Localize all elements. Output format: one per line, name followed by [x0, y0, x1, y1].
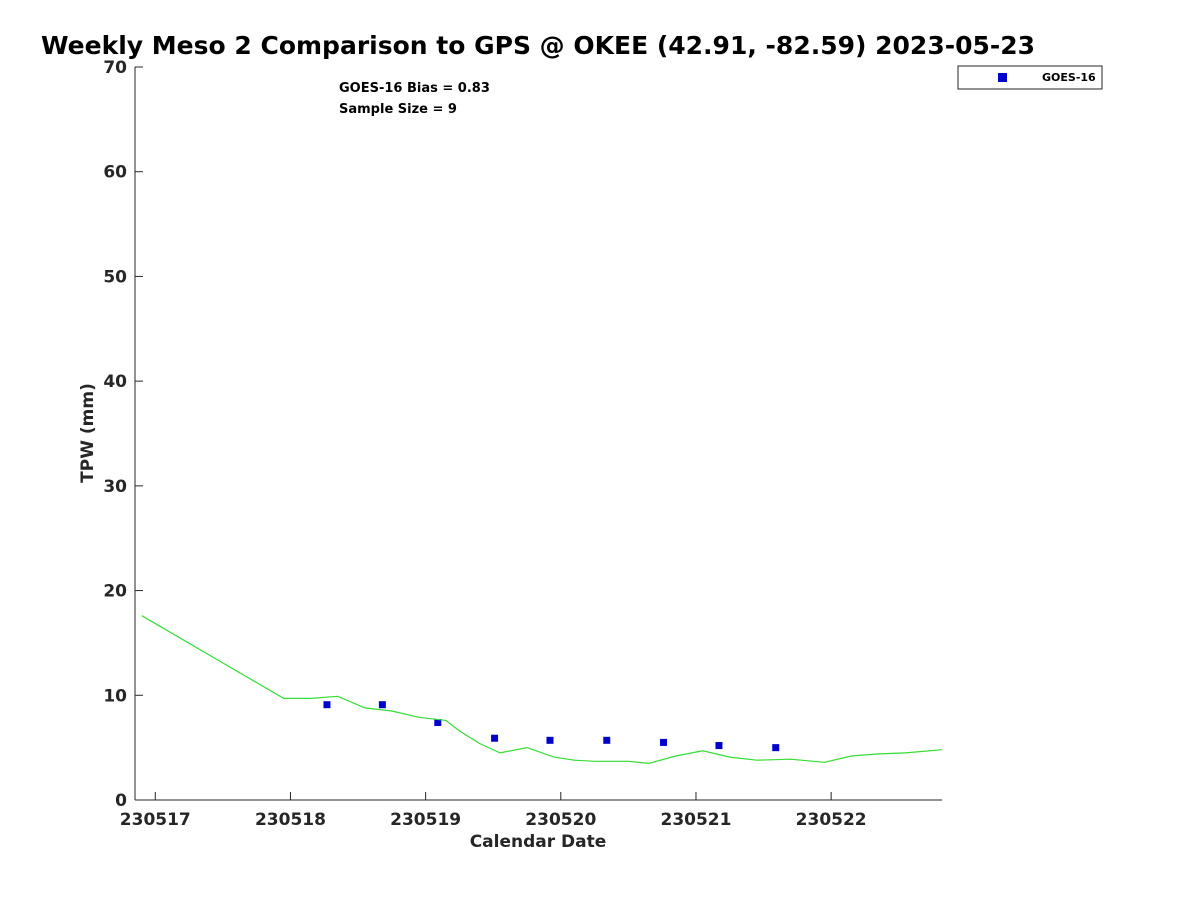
x-tick-label: 230522	[796, 810, 867, 830]
y-tick-label: 60	[103, 163, 127, 183]
legend-marker-goes16	[998, 73, 1007, 82]
goes16-point	[434, 719, 442, 727]
bias-annotation: GOES-16 Bias = 0.83	[339, 81, 490, 96]
chart-title: Weekly Meso 2 Comparison to GPS @ OKEE (…	[41, 31, 1035, 60]
y-tick-label: 40	[103, 372, 127, 392]
y-tick-label: 10	[103, 686, 127, 706]
legend: GOES-16	[957, 65, 1103, 90]
legend-box	[957, 65, 1103, 90]
x-tick-label: 230517	[120, 810, 191, 830]
goes16-point	[603, 736, 611, 744]
y-tick-label: 30	[103, 477, 127, 497]
goes16-point	[378, 701, 386, 709]
legend-label-goes16: GOES-16	[1042, 71, 1096, 84]
y-tick-label: 20	[103, 582, 127, 602]
goes16-point	[546, 736, 554, 744]
x-axis-ticks: 230517 230518 230519 230520 230521 230522	[120, 792, 867, 830]
x-tick-label: 230518	[255, 810, 326, 830]
gps-tpw-line	[141, 615, 943, 765]
y-tick-label: 70	[103, 58, 127, 78]
x-tick-label: 230520	[525, 810, 596, 830]
series-layer	[141, 615, 943, 765]
x-tick-label: 230519	[390, 810, 461, 830]
goes16-point	[715, 742, 723, 750]
sample-size-annotation: Sample Size = 9	[339, 102, 457, 117]
y-tick-label: 50	[103, 267, 127, 287]
y-tick-label: 0	[115, 791, 127, 811]
goes16-point	[323, 701, 331, 709]
plot-frame	[134, 67, 942, 801]
goes16-point	[772, 744, 780, 752]
goes16-point	[660, 738, 668, 746]
x-tick-label: 230521	[660, 810, 731, 830]
y-axis-ticks: 0 10 20 30 40 50 60 70	[103, 58, 143, 811]
y-axis-label: TPW (mm)	[78, 383, 98, 483]
x-axis-label: Calendar Date	[470, 832, 607, 852]
goes16-point	[491, 734, 499, 742]
